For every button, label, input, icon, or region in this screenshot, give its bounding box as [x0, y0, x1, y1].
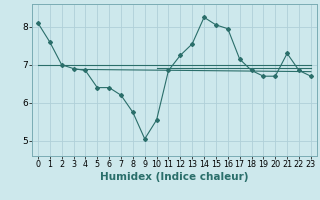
X-axis label: Humidex (Indice chaleur): Humidex (Indice chaleur)	[100, 172, 249, 182]
